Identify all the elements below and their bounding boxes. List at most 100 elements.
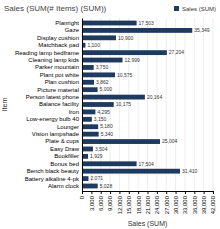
data-label: 35,349: [194, 27, 210, 33]
grid-line: [156, 18, 157, 191]
data-label: 2,071: [90, 175, 103, 181]
x-axis: 0 3,0006,0009,000 12,00015,000 18,00021,000…: [79, 191, 216, 214]
y-tick: Iron: [69, 109, 79, 115]
x-tick: 9,000: [107, 191, 113, 211]
grid: [82, 18, 213, 191]
x-tick: 39,000: [201, 191, 207, 214]
x-tick-label: 24,000: [154, 195, 160, 214]
x-tick-label: 0: [79, 195, 85, 199]
x-tick-mark: [101, 191, 102, 194]
data-label: 5,000: [100, 86, 113, 92]
y-tick-label: Balance facility: [39, 101, 79, 107]
x-tick-label: 15,000: [126, 195, 132, 214]
x-tick-mark: [185, 191, 186, 194]
x-tick: 18,000: [136, 191, 142, 214]
y-tick-label: Matchback pad: [38, 42, 79, 48]
y-tick-label: Iron: [69, 109, 79, 115]
x-tick-label: 9,000: [107, 195, 113, 211]
y-tick: Matchback pad: [38, 42, 79, 48]
data-label: 4,295: [97, 109, 110, 115]
bar: [82, 50, 167, 55]
data-labels: 17,50335,34910,9001,10027,20412,9993,750…: [87, 20, 209, 189]
bar: [82, 184, 98, 189]
y-tick: Plan cushion: [45, 79, 79, 85]
bar: [82, 132, 99, 137]
y-tick: Reading lamp bedframe: [15, 50, 80, 56]
x-tick: 30,000: [173, 191, 179, 214]
y-tick-label: Plate & cups: [45, 138, 79, 144]
y-tick: Plate & cups: [45, 138, 79, 144]
y-tick-label: Bookfiller: [54, 153, 79, 159]
y-tick-label: Alarm clock: [48, 183, 80, 189]
grid-line: [184, 18, 185, 191]
x-tick: 6,000: [98, 191, 104, 211]
data-label: 31,410: [182, 168, 198, 174]
x-tick: 21,000: [145, 191, 151, 214]
x-tick-label: 18,000: [136, 195, 142, 214]
x-tick-label: 21,000: [145, 195, 151, 214]
x-tick-label: 30,000: [173, 195, 179, 214]
legend: Sales (SUM): [174, 6, 216, 12]
x-tick-label: 33,000: [182, 195, 188, 214]
bar: [82, 87, 98, 92]
y-tick-label: Easy Draw: [50, 146, 80, 152]
y-tick: Planright: [55, 20, 79, 26]
y-tick: Cleaning lamp kids: [28, 57, 79, 63]
y-tick: Picture material: [37, 87, 79, 93]
y-tick: Plant pot white: [40, 72, 80, 78]
x-tick: 36,000: [192, 191, 198, 214]
legend-label: Sales (SUM): [182, 6, 216, 12]
grid-line: [175, 18, 176, 191]
data-label: 5,028: [100, 183, 113, 189]
x-tick-mark: [166, 191, 167, 194]
y-tick-label: Battery alkaline 4-pk: [25, 176, 80, 182]
x-tick-mark: [148, 191, 149, 194]
y-axis: PlanrightGazeDisplay cushionMatchback pa…: [15, 19, 83, 192]
bar: [82, 147, 93, 152]
data-label: 5,340: [101, 131, 114, 137]
x-tick-label: 3,000: [89, 195, 95, 211]
bar: [82, 124, 98, 129]
data-label: 1,929: [90, 153, 103, 159]
x-tick: 3,000: [89, 191, 95, 211]
data-label: 3,150: [94, 116, 107, 122]
x-tick-mark: [213, 191, 214, 194]
x-tick-mark: [129, 191, 130, 194]
x-tick-label: 42,000: [210, 195, 216, 214]
grid-line: [166, 18, 167, 191]
data-label: 12,999: [125, 57, 141, 63]
x-tick: 12,000: [117, 191, 123, 214]
y-tick: Easy Draw: [50, 146, 80, 152]
title: Sales (SUM(# Items) (SUM)): [4, 4, 107, 13]
bar: [82, 65, 94, 70]
y-tick-label: Plant pot white: [40, 72, 80, 78]
bars: [82, 21, 192, 189]
y-tick-label: Reading lamp bedframe: [15, 50, 80, 56]
bar: [82, 80, 94, 85]
x-tick-mark: [119, 191, 120, 194]
x-tick-label: 27,000: [164, 195, 170, 214]
bar: [82, 58, 123, 63]
data-label: 20,164: [147, 94, 163, 100]
data-label: 3,750: [96, 64, 109, 70]
x-tick-label: 6,000: [98, 195, 104, 211]
y-tick: Battery alkaline 4-pk: [25, 176, 80, 182]
y-tick: Lounger: [57, 124, 79, 130]
bar: [82, 102, 114, 107]
x-tick: 24,000: [154, 191, 160, 214]
legend-swatch: [174, 6, 179, 11]
x-tick-label: 36,000: [192, 195, 198, 214]
data-label: 27,204: [169, 49, 185, 55]
y-tick-label: Vision lampshade: [32, 131, 80, 137]
bar: [82, 95, 145, 100]
data-label: 17,504: [139, 161, 155, 167]
y-tick: Balance facility: [39, 101, 79, 107]
data-label: 10,575: [117, 72, 133, 78]
y-tick: Low-energy bulb 40: [26, 116, 79, 122]
y-tick: Bench black beauty: [27, 168, 79, 174]
data-label: 10,175: [116, 101, 132, 107]
y-tick-label: Parker mountain: [35, 64, 79, 70]
x-tick: 42,000: [210, 191, 216, 214]
grid-line: [82, 18, 83, 191]
bar: [82, 117, 92, 122]
